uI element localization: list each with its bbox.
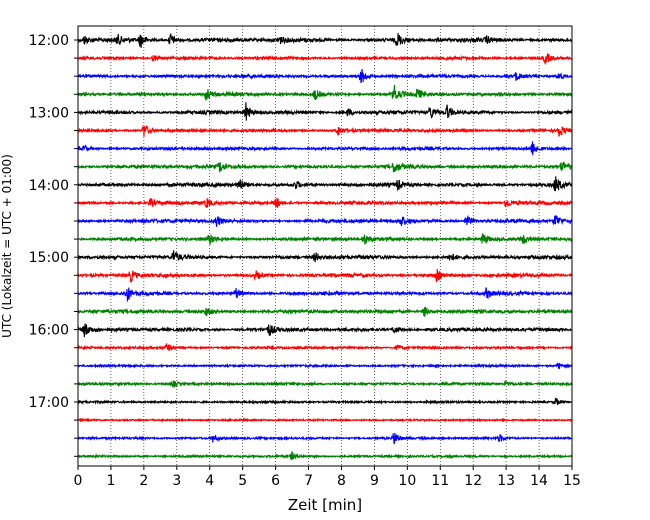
x-tick-label: 8 xyxy=(337,473,346,489)
y-tick-label: 16:00 xyxy=(29,323,69,339)
trace-1315 xyxy=(77,124,573,137)
y-axis-label: UTC (Lokalzeit = UTC + 01:00) xyxy=(0,154,14,338)
trace-1245 xyxy=(77,84,573,101)
y-tick-label: 14:00 xyxy=(29,178,69,194)
y-tick-label: 12:00 xyxy=(29,33,69,49)
trace-1500 xyxy=(77,250,573,263)
x-tick-label: 0 xyxy=(74,473,83,489)
trace-1345 xyxy=(77,161,573,173)
trace-1745 xyxy=(77,451,573,461)
x-tick-label: 3 xyxy=(172,473,181,489)
x-tick-label: 13 xyxy=(497,473,515,489)
x-axis-ticks: 0 1 2 3 4 5 6 7 8 9 10 11 12 13 14 15 xyxy=(74,466,581,489)
trace-1300 xyxy=(77,102,573,121)
y-tick-label: 13:00 xyxy=(29,105,69,121)
trace-1215 xyxy=(77,53,573,65)
x-tick-label: 7 xyxy=(304,473,313,489)
trace-1400 xyxy=(77,176,573,192)
trace-1630 xyxy=(77,362,573,370)
trace-1700 xyxy=(77,397,573,406)
x-tick-label: 9 xyxy=(370,473,379,489)
trace-1715 xyxy=(77,417,573,423)
trace-1545 xyxy=(77,306,573,317)
trace-1200 xyxy=(77,32,573,48)
y-tick-label: 17:00 xyxy=(29,395,69,411)
trace-1530 xyxy=(77,287,573,303)
x-tick-label: 14 xyxy=(530,473,548,489)
trace-1445 xyxy=(77,233,573,245)
plot-frame xyxy=(77,25,573,467)
vertical-gridlines xyxy=(110,26,540,466)
x-tick-label: 15 xyxy=(563,473,581,489)
trace-1645 xyxy=(77,379,573,389)
trace-1430 xyxy=(77,214,573,227)
x-tick-label: 12 xyxy=(464,473,482,489)
trace-1730 xyxy=(77,432,573,445)
trace-1230 xyxy=(77,69,573,84)
trace-1515 xyxy=(77,268,573,284)
y-tick-label: 15:00 xyxy=(29,250,69,266)
x-tick-label: 5 xyxy=(238,473,247,489)
x-tick-label: 1 xyxy=(106,473,115,489)
x-tick-label: 10 xyxy=(398,473,416,489)
x-tick-label: 6 xyxy=(271,473,280,489)
x-tick-label: 2 xyxy=(139,473,148,489)
x-tick-label: 4 xyxy=(205,473,214,489)
y-axis-ticks: 12:00 13:00 14:00 15:00 16:00 17:00 xyxy=(29,33,78,457)
trace-1330 xyxy=(77,141,573,156)
trace-1415 xyxy=(77,197,573,208)
x-axis-label: Zeit [min] xyxy=(288,496,362,514)
x-tick-label: 11 xyxy=(431,473,449,489)
trace-1615 xyxy=(77,342,573,352)
trace-1600 xyxy=(77,323,573,338)
seismic-traces xyxy=(77,32,573,461)
